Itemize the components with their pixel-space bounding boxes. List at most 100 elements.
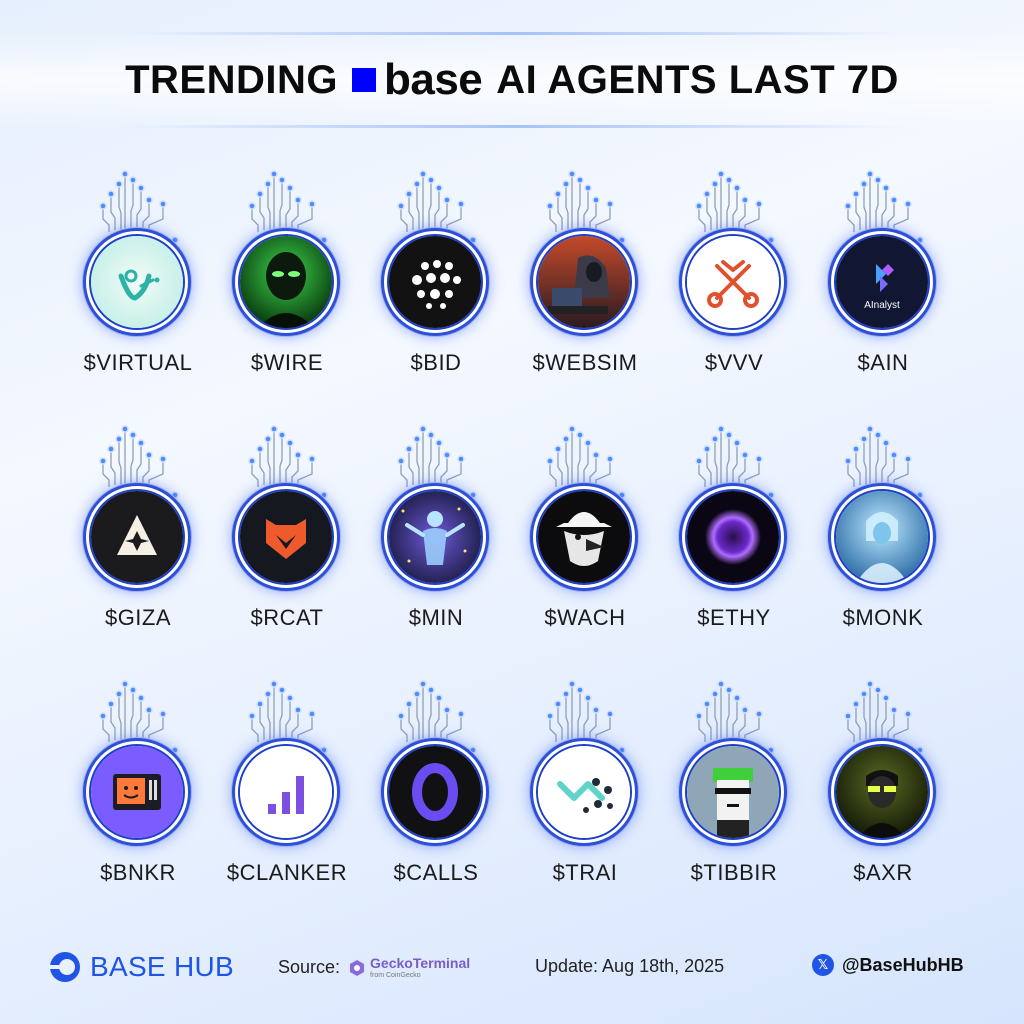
circuit-node bbox=[711, 435, 719, 443]
brand-logo[interactable]: BASE HUB bbox=[48, 950, 234, 984]
agent-card-trai[interactable]: $TRAI bbox=[510, 670, 660, 910]
circuit-traces-icon bbox=[397, 425, 477, 503]
circuit-node bbox=[145, 196, 153, 204]
circuit-node bbox=[413, 690, 421, 698]
circuit-trace bbox=[291, 455, 299, 487]
circuit-trace bbox=[416, 184, 420, 230]
agent-card-axr[interactable]: $AXR bbox=[808, 670, 958, 910]
circuit-node bbox=[121, 425, 129, 433]
circuit-trace bbox=[408, 704, 414, 740]
circuit-node bbox=[256, 445, 264, 453]
agent-card-wach[interactable]: $WACH bbox=[510, 415, 660, 655]
agent-card-ain[interactable]: AInalyst $AIN bbox=[808, 160, 958, 400]
circuit-trace bbox=[738, 455, 746, 487]
circuit-trace bbox=[259, 704, 265, 740]
circuit-trace bbox=[732, 443, 738, 485]
circuit-node bbox=[546, 457, 554, 465]
circuit-trace bbox=[738, 710, 746, 742]
circuit-trace bbox=[416, 694, 420, 740]
circuit-node bbox=[99, 712, 107, 720]
circuit-trace bbox=[565, 694, 569, 740]
circuit-node bbox=[278, 431, 286, 439]
circuit-node bbox=[890, 451, 898, 459]
circuit-node bbox=[413, 435, 421, 443]
circuit-node bbox=[419, 170, 427, 178]
circuit-trace bbox=[428, 690, 432, 740]
circuit-node bbox=[405, 190, 413, 198]
circuit-trace bbox=[251, 206, 259, 232]
circuit-node bbox=[733, 184, 741, 192]
agent-card-ethy[interactable]: $ETHY bbox=[659, 415, 809, 655]
agent-card-min[interactable]: $MIN bbox=[361, 415, 511, 655]
circuit-trace bbox=[428, 435, 432, 485]
circuit-trace bbox=[408, 194, 414, 230]
circuit-trace bbox=[698, 206, 706, 232]
circuit-node bbox=[576, 176, 584, 184]
circuit-traces-icon bbox=[546, 680, 626, 758]
circuit-trace bbox=[589, 200, 597, 232]
coin-ring bbox=[530, 483, 638, 591]
agent-card-rcat[interactable]: $RCAT bbox=[212, 415, 362, 655]
circuit-trace bbox=[142, 455, 150, 487]
circuit-trace bbox=[251, 461, 259, 487]
circuit-trace bbox=[279, 435, 283, 485]
social-handle[interactable]: 𝕏 @BaseHubHB bbox=[812, 954, 964, 976]
circuit-node bbox=[733, 694, 741, 702]
circuit-trace bbox=[428, 180, 432, 230]
circuit-node bbox=[457, 455, 465, 463]
agent-card-vvv[interactable]: $VVV bbox=[659, 160, 809, 400]
circuit-trace bbox=[706, 449, 712, 485]
circuit-node bbox=[427, 686, 435, 694]
circuit-trace bbox=[557, 449, 563, 485]
circuit-node bbox=[904, 200, 912, 208]
agent-card-wire[interactable]: $WIRE bbox=[212, 160, 362, 400]
virtual-logo-icon bbox=[91, 236, 183, 328]
agent-card-clanker[interactable]: $CLANKER bbox=[212, 670, 362, 910]
circuit-node bbox=[874, 431, 882, 439]
ainalyst-logo-icon: AInalyst bbox=[836, 236, 928, 328]
circuit-node bbox=[137, 439, 145, 447]
circuit-trace bbox=[136, 698, 142, 740]
circuit-trace bbox=[863, 694, 867, 740]
circuit-node bbox=[882, 694, 890, 702]
source-credit: Source: GeckoTerminal from CoinGecko bbox=[278, 956, 470, 979]
agent-card-bnkr[interactable]: $BNKR bbox=[63, 670, 213, 910]
geckoterminal-logo[interactable]: GeckoTerminal from CoinGecko bbox=[348, 956, 470, 979]
crossed-keys-icon bbox=[687, 236, 779, 328]
signal-bars-icon bbox=[240, 746, 332, 838]
circuit-node bbox=[419, 680, 427, 688]
agent-ticker: $AXR bbox=[853, 860, 913, 885]
circuit-node bbox=[121, 680, 129, 688]
agent-card-tibbir[interactable]: $TIBBIR bbox=[659, 670, 809, 910]
circuit-trace bbox=[440, 455, 448, 487]
circuit-trace bbox=[130, 180, 134, 230]
agent-card-calls[interactable]: $CALLS bbox=[361, 670, 511, 910]
agent-card-virtual[interactable]: $VIRTUAL bbox=[63, 160, 213, 400]
agent-card-bid[interactable]: $BID bbox=[361, 160, 511, 400]
circuit-node bbox=[397, 457, 405, 465]
circuit-node bbox=[554, 190, 562, 198]
agent-card-monk[interactable]: $MONK bbox=[808, 415, 958, 655]
title-right: AI AGENTS LAST 7D bbox=[496, 57, 899, 102]
circuit-node bbox=[256, 700, 264, 708]
coin-ring: AInalyst bbox=[828, 228, 936, 336]
circuit-node bbox=[397, 202, 405, 210]
agent-card-giza[interactable]: $GIZA bbox=[63, 415, 213, 655]
circuit-node bbox=[427, 431, 435, 439]
circuit-trace bbox=[714, 439, 718, 485]
circuit-node bbox=[294, 196, 302, 204]
circuit-node bbox=[741, 706, 749, 714]
agent-ticker: $VIRTUAL bbox=[83, 350, 193, 375]
circuit-node bbox=[419, 425, 427, 433]
banner-glow-bottom bbox=[120, 125, 904, 128]
circuit-trace bbox=[726, 690, 730, 740]
circuit-trace bbox=[142, 200, 150, 232]
circuit-node bbox=[592, 196, 600, 204]
circuit-node bbox=[584, 439, 592, 447]
circuit-node bbox=[99, 202, 107, 210]
circuit-trace bbox=[102, 716, 110, 742]
agent-ticker: $AIN bbox=[857, 350, 909, 375]
agent-card-websim[interactable]: $WEBSIM bbox=[510, 160, 660, 400]
circuit-node bbox=[248, 712, 256, 720]
